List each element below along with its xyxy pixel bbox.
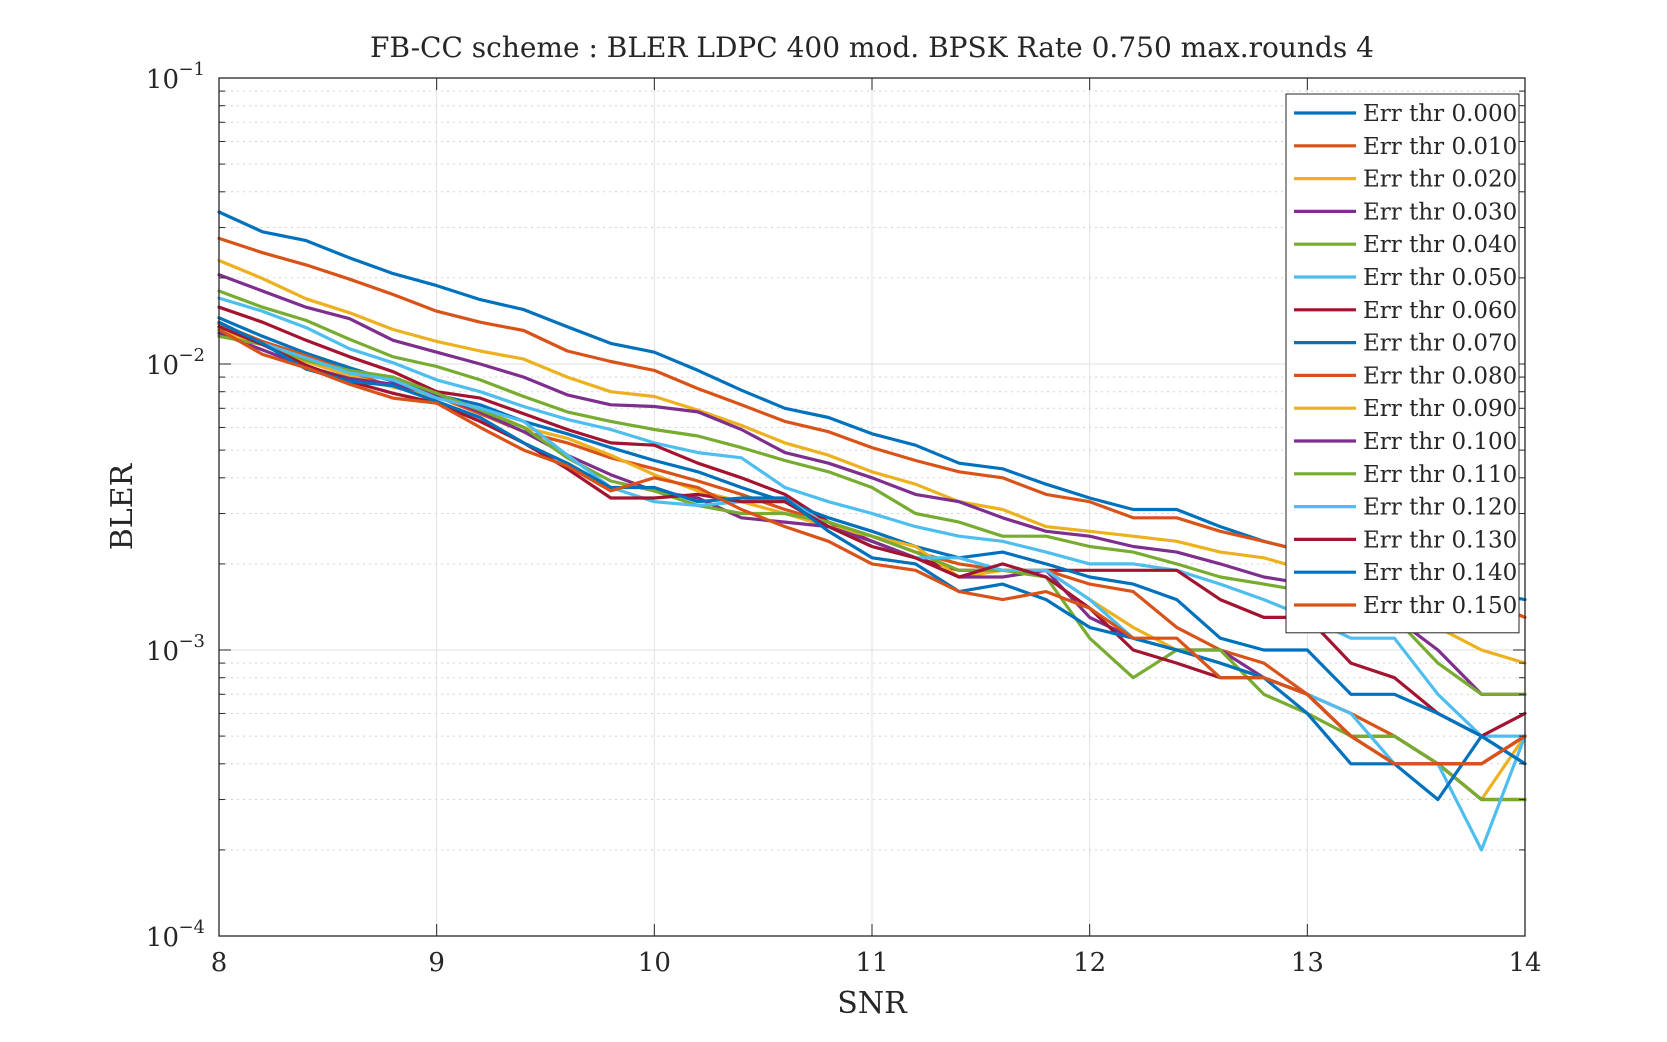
y-tick-exponent: −4: [178, 917, 205, 938]
legend-label: Err thr 0.060: [1363, 298, 1517, 324]
legend-label: Err thr 0.040: [1363, 232, 1517, 258]
legend-label: Err thr 0.030: [1363, 199, 1517, 225]
legend-label: Err thr 0.050: [1363, 265, 1517, 291]
y-tick-exponent: −3: [178, 631, 205, 652]
legend-label: Err thr 0.010: [1363, 134, 1517, 160]
legend-label: Err thr 0.140: [1363, 560, 1517, 586]
legend-box: [1285, 93, 1520, 634]
legend-label: Err thr 0.150: [1363, 593, 1517, 619]
series-line: [217, 320, 1527, 802]
x-axis-label: SNR: [837, 986, 908, 1021]
legend-label: Err thr 0.070: [1363, 331, 1517, 357]
axis-ticks: 10 −410 −310 −210 −18 9 10 11 12 13 14: [146, 59, 1542, 978]
series-line: [217, 327, 1527, 766]
legend-label: Err thr 0.020: [1363, 167, 1517, 193]
x-tick-label: 11: [855, 948, 888, 978]
x-tick-label: 10: [638, 948, 671, 978]
legend-label: Err thr 0.110: [1363, 462, 1517, 488]
y-tick-label: 10: [146, 637, 179, 667]
legend-label: Err thr 0.000: [1363, 101, 1517, 127]
x-tick-label: 14: [1508, 948, 1541, 978]
y-axis-label: BLER: [105, 462, 140, 550]
chart-title: FB-CC scheme : BLER LDPC 400 mod. BPSK R…: [370, 31, 1374, 64]
x-tick-label: 13: [1291, 948, 1324, 978]
x-tick-label: 8: [211, 948, 228, 978]
legend-label: Err thr 0.090: [1363, 396, 1517, 422]
y-tick-label: 10: [146, 65, 179, 95]
y-tick-exponent: −2: [178, 345, 205, 366]
x-tick-label: 12: [1073, 948, 1106, 978]
legend-label: Err thr 0.080: [1363, 363, 1517, 389]
y-tick-label: 10: [146, 351, 179, 381]
legend-label: Err thr 0.100: [1363, 429, 1517, 455]
x-tick-label: 9: [428, 948, 445, 978]
legend-label: Err thr 0.130: [1363, 527, 1517, 553]
legend: Err thr 0.000 Err thr 0.010 Err thr 0.020 E…: [1285, 93, 1520, 634]
y-tick-label: 10: [146, 923, 179, 953]
legend-label: Err thr 0.120: [1363, 495, 1517, 521]
y-tick-exponent: −1: [178, 59, 205, 80]
